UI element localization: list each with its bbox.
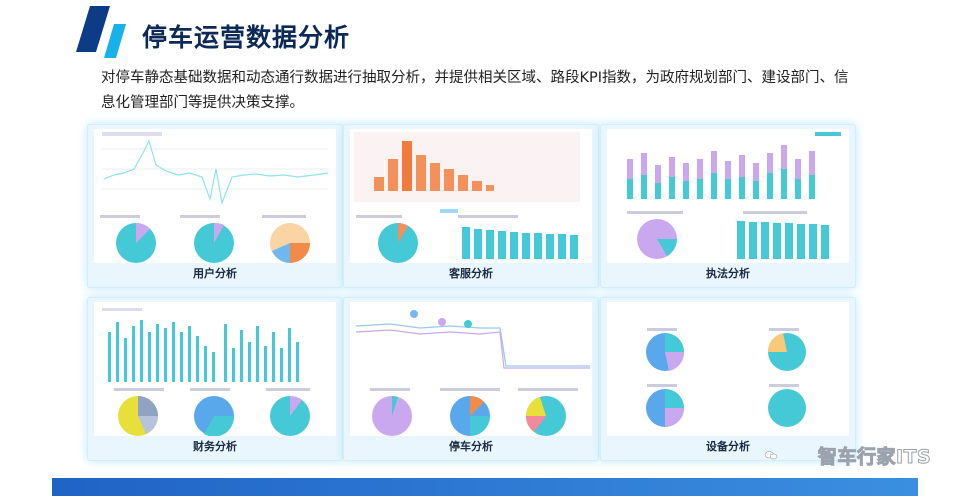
dashboard-thumbnail bbox=[350, 129, 592, 263]
panel-device-analysis: 设备分析 bbox=[601, 298, 855, 460]
page-description: 对停车静态基础数据和动态通行数据进行抽取分析，并提供相关区域、路段KPI指数，为… bbox=[101, 70, 849, 111]
dashboard-thumbnail bbox=[94, 129, 336, 263]
dashboard-thumbnail bbox=[607, 302, 849, 436]
dashboard-thumbnail bbox=[94, 302, 336, 436]
wechat-icon bbox=[764, 451, 778, 460]
panel-caption: 用户分析 bbox=[193, 267, 237, 280]
panel-user-analysis: 用户分析 bbox=[88, 125, 342, 287]
panel-service-analysis: 客服分析 bbox=[344, 125, 598, 287]
page-title: 停车运营数据分析 bbox=[142, 23, 351, 52]
dashboard-thumbnail bbox=[607, 129, 849, 263]
panel-caption: 设备分析 bbox=[706, 440, 750, 453]
panel-finance-analysis: 财务分析 bbox=[88, 298, 342, 460]
panel-caption: 客服分析 bbox=[449, 267, 493, 280]
panel-parking-analysis: 停车分析 bbox=[344, 298, 598, 460]
panel-enforcement-analysis: 执法分析 bbox=[601, 125, 855, 287]
panel-caption: 执法分析 bbox=[706, 267, 750, 280]
logo-icon bbox=[76, 6, 126, 58]
dashboard-thumbnail bbox=[350, 302, 592, 436]
panel-caption: 停车分析 bbox=[449, 440, 493, 453]
panel-caption: 财务分析 bbox=[193, 440, 237, 453]
watermark-text: 智车行家ITS bbox=[817, 446, 932, 469]
footer-bar bbox=[52, 478, 918, 496]
